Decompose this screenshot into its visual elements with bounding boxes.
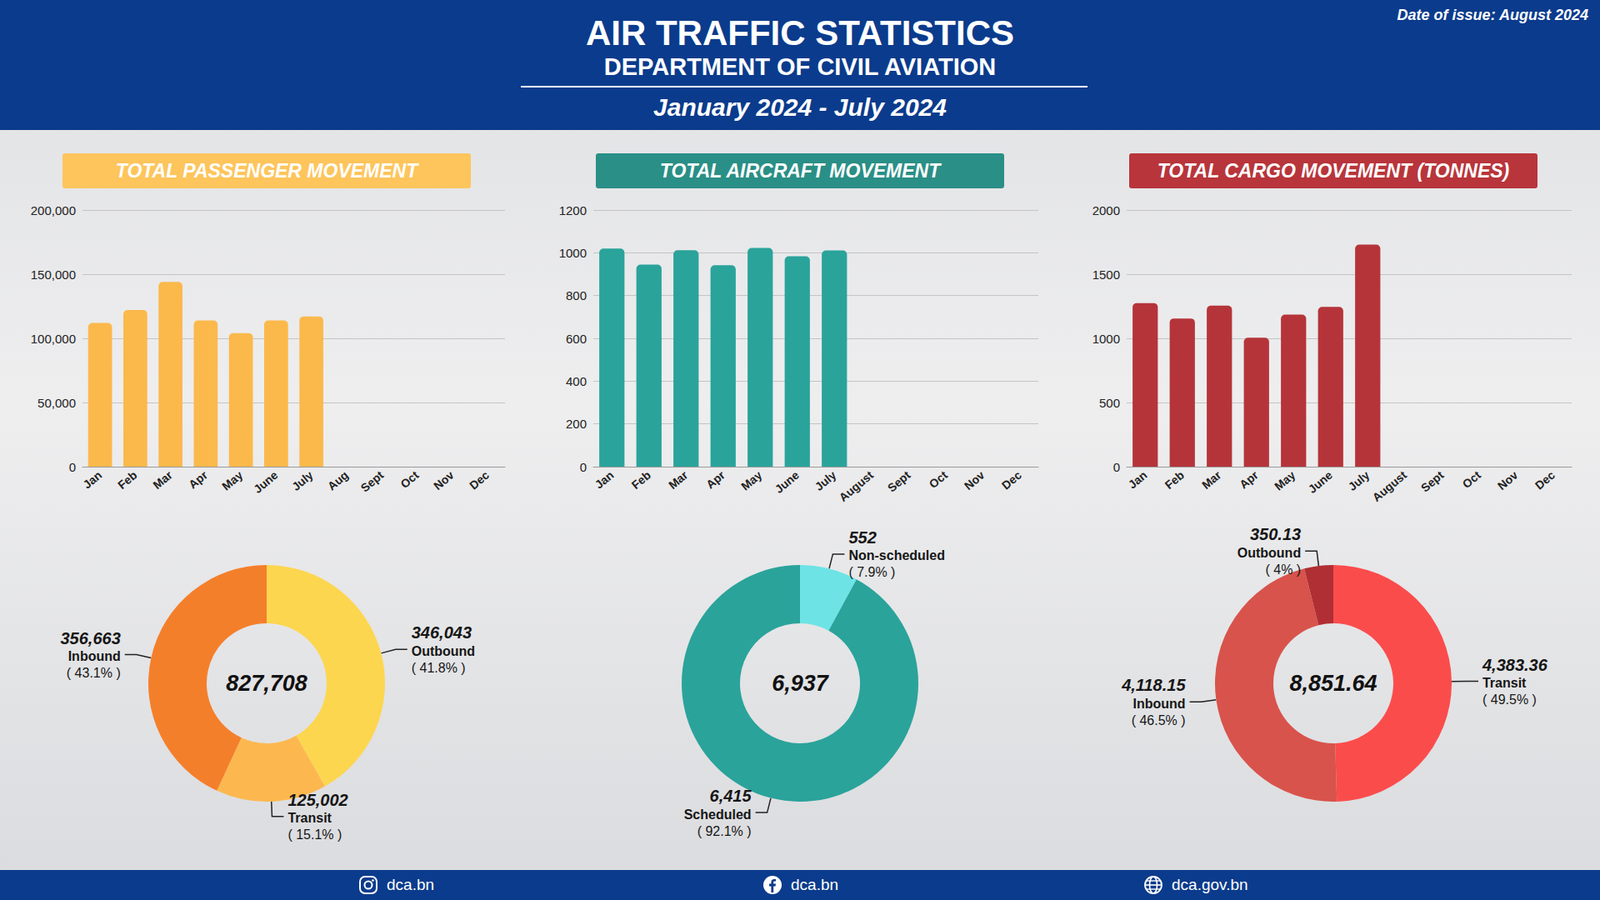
svg-text:Apr: Apr — [1236, 468, 1261, 492]
svg-text:0: 0 — [1113, 460, 1120, 475]
svg-text:August: August — [1370, 468, 1410, 505]
svg-text:July: July — [1345, 468, 1373, 494]
svg-text:Transit: Transit — [287, 810, 332, 825]
svg-text:800: 800 — [565, 288, 587, 303]
svg-text:( 46.5% ): ( 46.5% ) — [1131, 713, 1186, 728]
html-text:AIR TRAFFIC STATISTICS: AIR TRAFFIC STATISTICS — [585, 13, 1015, 53]
svg-text:June: June — [772, 468, 802, 496]
svg-text:Mar: Mar — [665, 468, 691, 493]
html-text:Date of issue: August 2024: Date of issue: August 2024 — [1397, 6, 1589, 24]
svg-text:356,663: 356,663 — [60, 629, 120, 648]
svg-text:July: July — [289, 468, 316, 494]
svg-text:( 49.5% ): ( 49.5% ) — [1482, 692, 1537, 707]
svg-text:8,851.64: 8,851.64 — [1289, 670, 1377, 696]
svg-text:500: 500 — [1099, 395, 1120, 410]
html-text:dca.gov.bn: dca.gov.bn — [1171, 875, 1248, 894]
svg-text:Jan: Jan — [80, 468, 105, 492]
svg-text:Nov: Nov — [1495, 468, 1521, 493]
svg-text:100,000: 100,000 — [30, 331, 76, 346]
svg-text:Nov: Nov — [961, 468, 988, 493]
svg-text:August: August — [836, 468, 876, 505]
svg-text:May: May — [1271, 468, 1298, 494]
html-text:dca.bn: dca.bn — [790, 875, 839, 894]
svg-text:Outbound: Outbound — [411, 644, 475, 659]
svg-text:June: June — [250, 468, 280, 496]
svg-text:May: May — [219, 468, 245, 494]
svg-text:6,937: 6,937 — [771, 670, 830, 696]
svg-text:( 92.1% ): ( 92.1% ) — [697, 824, 752, 839]
svg-text:1200: 1200 — [559, 203, 587, 218]
svg-text:125,002: 125,002 — [287, 790, 348, 810]
svg-text:2000: 2000 — [1092, 203, 1120, 218]
svg-text:Sept: Sept — [358, 468, 387, 495]
html-text:TOTAL CARGO MOVEMENT (TONNES): TOTAL CARGO MOVEMENT (TONNES) — [1157, 160, 1510, 182]
svg-text:346,043: 346,043 — [411, 623, 472, 642]
svg-text:( 43.1% ): ( 43.1% ) — [66, 665, 121, 680]
svg-text:Non-scheduled: Non-scheduled — [848, 548, 945, 563]
svg-text:4,118.15: 4,118.15 — [1120, 675, 1186, 695]
svg-text:Mar: Mar — [150, 468, 175, 493]
html-text:TOTAL AIRCRAFT MOVEMENT: TOTAL AIRCRAFT MOVEMENT — [659, 160, 941, 182]
svg-text:200: 200 — [565, 416, 587, 431]
svg-text:Feb: Feb — [1162, 468, 1187, 492]
svg-text:0: 0 — [69, 460, 76, 475]
svg-text:Scheduled: Scheduled — [684, 807, 752, 822]
svg-text:50,000: 50,000 — [37, 395, 76, 410]
svg-text:Nov: Nov — [430, 468, 457, 493]
svg-text:( 15.1% ): ( 15.1% ) — [287, 827, 342, 842]
svg-text:Inbound: Inbound — [68, 649, 121, 664]
svg-text:4,383.36: 4,383.36 — [1481, 655, 1549, 675]
svg-text:150,000: 150,000 — [30, 267, 76, 282]
html-text:DEPARTMENT OF CIVIL AVIATION: DEPARTMENT OF CIVIL AVIATION — [604, 53, 996, 80]
svg-text:Transit: Transit — [1482, 675, 1527, 690]
svg-text:Dec: Dec — [999, 468, 1025, 493]
svg-text:Feb: Feb — [629, 468, 654, 492]
svg-text:Apr: Apr — [185, 468, 210, 492]
svg-text:( 7.9% ): ( 7.9% ) — [848, 565, 895, 580]
svg-text:1000: 1000 — [559, 245, 587, 260]
svg-text:Outbound: Outbound — [1237, 545, 1301, 560]
svg-text:400: 400 — [565, 374, 587, 389]
svg-text:Oct: Oct — [926, 468, 950, 491]
svg-text:May: May — [738, 468, 765, 494]
svg-text:Sept: Sept — [1418, 468, 1447, 495]
svg-text:Oct: Oct — [397, 468, 421, 491]
svg-text:July: July — [812, 468, 840, 494]
svg-text:Oct: Oct — [1460, 468, 1484, 491]
svg-text:0: 0 — [580, 460, 587, 475]
svg-text:Jan: Jan — [1125, 468, 1150, 492]
svg-text:June: June — [1305, 468, 1335, 496]
html-text:January 2024 - July 2024: January 2024 - July 2024 — [653, 93, 947, 121]
svg-text:Feb: Feb — [115, 468, 140, 492]
html-text:TOTAL PASSENGER MOVEMENT: TOTAL PASSENGER MOVEMENT — [115, 160, 418, 182]
svg-text:Sept: Sept — [885, 468, 914, 495]
svg-text:350.13: 350.13 — [1250, 525, 1301, 544]
svg-text:Mar: Mar — [1199, 468, 1225, 493]
svg-text:6,415: 6,415 — [710, 786, 753, 805]
svg-text:Inbound: Inbound — [1132, 696, 1185, 711]
svg-text:600: 600 — [565, 331, 587, 346]
svg-text:Dec: Dec — [466, 468, 492, 493]
svg-text:Aug: Aug — [325, 468, 351, 494]
svg-text:200,000: 200,000 — [30, 203, 76, 218]
svg-text:552: 552 — [848, 528, 876, 547]
html-text:dca.bn: dca.bn — [386, 875, 435, 894]
svg-text:Jan: Jan — [592, 468, 617, 492]
svg-text:1000: 1000 — [1092, 331, 1120, 346]
svg-text:( 4% ): ( 4% ) — [1265, 562, 1301, 577]
svg-text:Apr: Apr — [703, 468, 728, 492]
svg-text:827,708: 827,708 — [225, 670, 308, 696]
svg-text:Dec: Dec — [1532, 468, 1558, 493]
svg-text:1500: 1500 — [1092, 267, 1120, 282]
svg-text:( 41.8% ): ( 41.8% ) — [411, 660, 466, 675]
